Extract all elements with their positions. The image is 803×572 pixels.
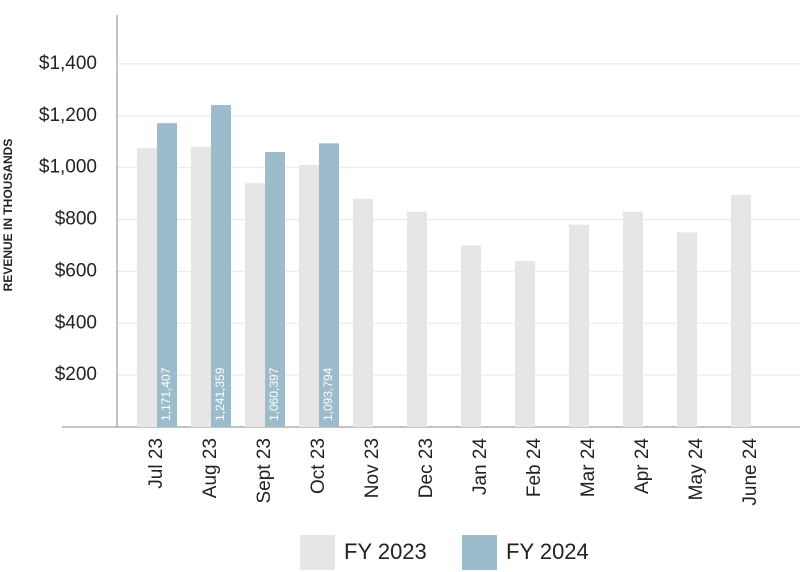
bar <box>299 165 319 427</box>
x-tick-label: June 24 <box>740 438 761 506</box>
x-tick-label: Mar 24 <box>578 438 599 498</box>
bar <box>623 211 643 427</box>
y-tick-label: $1,200 <box>39 105 97 126</box>
x-tick-label: Nov 23 <box>362 438 383 498</box>
x-tick-label: Jan 24 <box>470 438 491 495</box>
bar <box>461 245 481 427</box>
bar <box>137 148 157 427</box>
x-tick-label: Oct 23 <box>308 438 329 494</box>
bar <box>245 183 265 427</box>
legend-label: FY 2024 <box>506 539 589 564</box>
bar <box>353 198 373 427</box>
bar <box>677 232 697 427</box>
value-label: 1,171,407 <box>159 367 173 421</box>
x-tick-label: Feb 24 <box>524 438 545 498</box>
bar <box>157 123 177 427</box>
bar <box>191 146 211 427</box>
legend-swatch <box>300 535 335 570</box>
x-tick-label: Aug 23 <box>200 438 221 498</box>
y-tick-label: $200 <box>55 364 97 385</box>
legend-swatch <box>462 535 497 570</box>
x-tick-label: Dec 23 <box>416 438 437 498</box>
value-label: 1,060,397 <box>267 367 281 421</box>
bar <box>515 261 535 427</box>
y-tick-label: $400 <box>55 312 97 333</box>
bar <box>569 224 589 427</box>
y-tick-label: $800 <box>55 209 97 230</box>
x-tick-label: Jul 23 <box>146 438 167 489</box>
x-tick-label: Apr 24 <box>632 438 653 494</box>
x-tick-label: May 24 <box>686 438 707 501</box>
bar <box>211 105 231 427</box>
legend-label: FY 2023 <box>344 539 427 564</box>
y-axis-title: REVENUE IN THOUSANDS <box>1 139 15 292</box>
value-label: 1,093,794 <box>321 367 335 421</box>
bar <box>731 194 751 427</box>
bar <box>407 211 427 427</box>
y-tick-label: $1,000 <box>39 157 97 178</box>
bar <box>265 151 285 427</box>
y-tick-label: $600 <box>55 260 97 281</box>
value-label: 1,241,359 <box>213 367 227 421</box>
bar <box>319 143 339 427</box>
y-tick-label: $1,400 <box>39 53 97 74</box>
x-tick-label: Sept 23 <box>254 438 275 504</box>
